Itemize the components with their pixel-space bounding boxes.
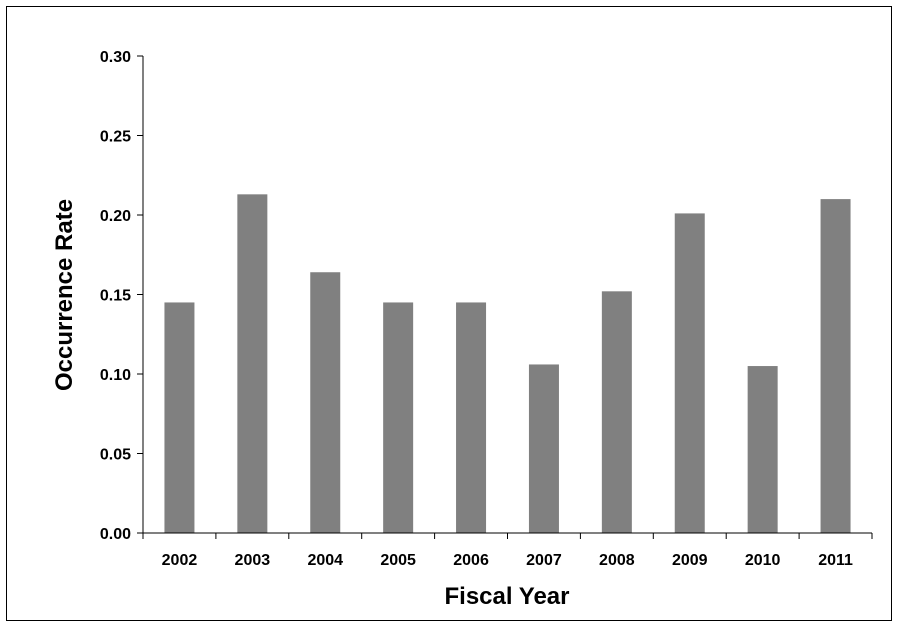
x-tick-label-2005: 2005 xyxy=(380,552,416,569)
y-axis-title: Occurrence Rate xyxy=(51,199,78,391)
bar-2009 xyxy=(674,213,705,533)
x-tick-label-2004: 2004 xyxy=(307,552,343,569)
bar-2011 xyxy=(820,199,851,533)
x-tick-label-2003: 2003 xyxy=(235,552,271,569)
chart-frame xyxy=(6,6,892,621)
y-tick-label-6: 0.30 xyxy=(100,49,131,66)
bar-2010 xyxy=(747,366,778,533)
bar-2008 xyxy=(601,291,632,533)
y-tick-label-0: 0.00 xyxy=(100,526,131,543)
bar-2004 xyxy=(310,272,341,533)
y-axis: 0.00 0.05 0.10 0.15 0.20 0.25 0.30 xyxy=(100,49,144,543)
y-tick-label-4: 0.20 xyxy=(100,208,131,225)
x-axis: 2002 2003 2004 2005 2006 2007 2008 2009 2010 2011 xyxy=(142,532,873,569)
x-tick-label-2002: 2002 xyxy=(162,552,198,569)
y-tick-label-1: 0.05 xyxy=(100,447,131,464)
x-tick-label-2009: 2009 xyxy=(672,552,708,569)
x-tick-label-2011: 2011 xyxy=(818,552,853,569)
x-tick-label-2010: 2010 xyxy=(745,552,781,569)
x-tick-label-2006: 2006 xyxy=(453,552,489,569)
bars-group xyxy=(164,194,851,533)
x-tick-label-2007: 2007 xyxy=(526,552,562,569)
x-tick-label-2008: 2008 xyxy=(599,552,635,569)
x-axis-title: Fiscal Year xyxy=(445,583,570,610)
bar-2007 xyxy=(528,364,559,533)
y-tick-label-2: 0.10 xyxy=(100,367,131,384)
y-tick-label-5: 0.25 xyxy=(100,129,131,146)
bar-2003 xyxy=(237,194,268,533)
bar-2006 xyxy=(456,302,487,533)
bar-2005 xyxy=(383,302,414,533)
y-tick-label-3: 0.15 xyxy=(100,288,131,305)
bar-2002 xyxy=(164,302,195,533)
